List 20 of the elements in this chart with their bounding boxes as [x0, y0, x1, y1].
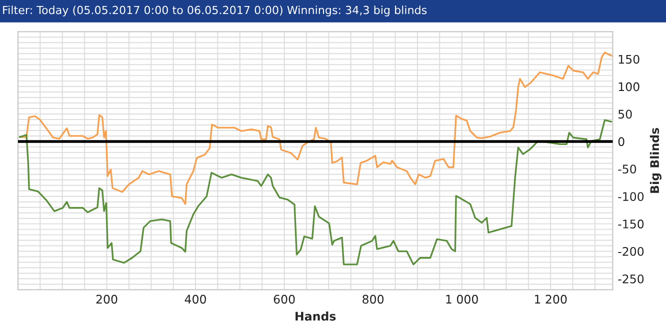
y-tick-label: 50	[618, 110, 632, 119]
x-axis-title: Hands	[296, 312, 336, 321]
x-tick-label: 800	[362, 294, 384, 304]
y-tick-label: -200	[618, 246, 644, 256]
line-series	[18, 119, 612, 266]
y-tick-label: -250	[618, 274, 644, 284]
x-tick-label: 1 200	[534, 294, 567, 304]
x-tick-label: 600	[274, 294, 295, 304]
y-axis-title: Big Blinds	[650, 128, 662, 193]
x-tick-label: 1 000	[446, 294, 478, 304]
y-tick-label: -150	[618, 220, 644, 228]
line-series	[18, 52, 612, 205]
y-tick-label: 0	[618, 137, 624, 146]
x-tick-label: 400	[184, 294, 206, 304]
y-tick-label: -50	[618, 164, 636, 174]
x-tick-label: 200	[96, 294, 118, 304]
y-tick-label: 150	[618, 54, 640, 64]
chart-title: Filter: Today (05.05.2017 0:00 to 06.05.2017 0:00) Winnings: 34,3 big blinds	[3, 6, 427, 16]
y-tick-label: -100	[618, 192, 644, 202]
y-tick-label: 100	[618, 82, 640, 92]
